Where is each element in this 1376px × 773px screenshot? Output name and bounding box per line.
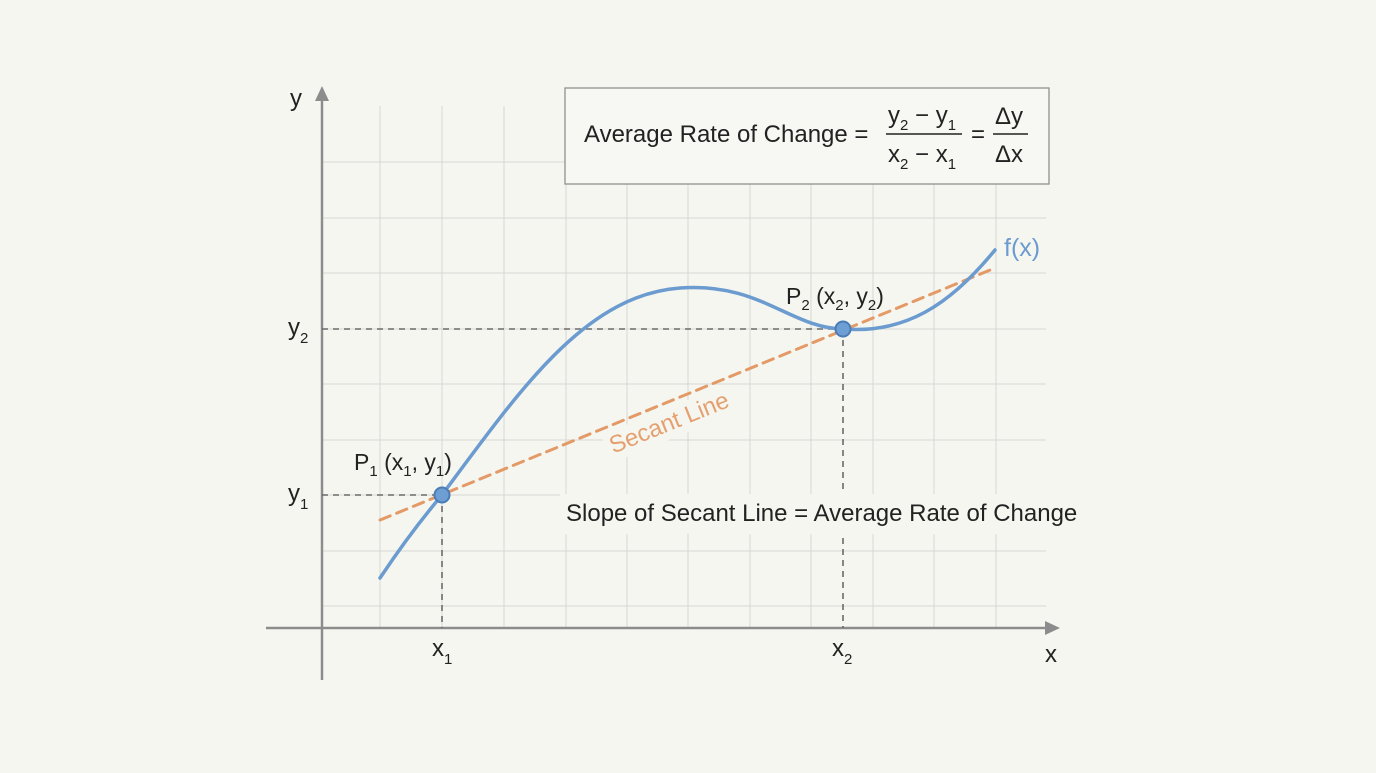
y-axis-arrow bbox=[315, 86, 329, 101]
x-axis-label: x bbox=[1045, 641, 1057, 668]
note-backdrop bbox=[560, 494, 1106, 534]
formula-numerator: y2 − y1 bbox=[888, 102, 956, 134]
secant-slope-note: Slope of Secant Line = Average Rate of C… bbox=[566, 500, 1077, 527]
y-axis-label: y bbox=[290, 85, 302, 112]
formula-box: Average Rate of Change = y2 − y1 x2 − x1… bbox=[564, 87, 1050, 185]
secant-label-backdrop bbox=[600, 384, 739, 463]
y1-tick-label: y1 bbox=[288, 480, 308, 513]
curve-label: f(x) bbox=[1004, 234, 1040, 262]
function-curve bbox=[378, 248, 997, 580]
secant-label: Secant Line bbox=[605, 387, 733, 460]
x2-tick-label: x2 bbox=[832, 635, 852, 668]
formula-delta-x: Δx bbox=[995, 141, 1023, 168]
formula-lead: Average Rate of Change = bbox=[584, 121, 868, 148]
x-axis-arrow bbox=[1045, 621, 1060, 635]
formula-delta-y: Δy bbox=[995, 103, 1023, 130]
guide-lines bbox=[322, 328, 844, 628]
point-p1-label: P1 (x1, y1) bbox=[354, 449, 452, 480]
formula-denominator: x2 − x1 bbox=[888, 141, 956, 173]
point-p1 bbox=[433, 486, 451, 504]
x1-tick-label: x1 bbox=[432, 635, 452, 668]
formula-equals: = bbox=[971, 121, 985, 148]
point-p2 bbox=[834, 320, 852, 338]
axes bbox=[266, 86, 1060, 680]
formula-box-frame bbox=[564, 87, 1050, 185]
point-p2-label: P2 (x2, y2) bbox=[786, 283, 884, 314]
secant-line bbox=[378, 266, 997, 522]
y2-tick-label: y2 bbox=[288, 314, 308, 347]
